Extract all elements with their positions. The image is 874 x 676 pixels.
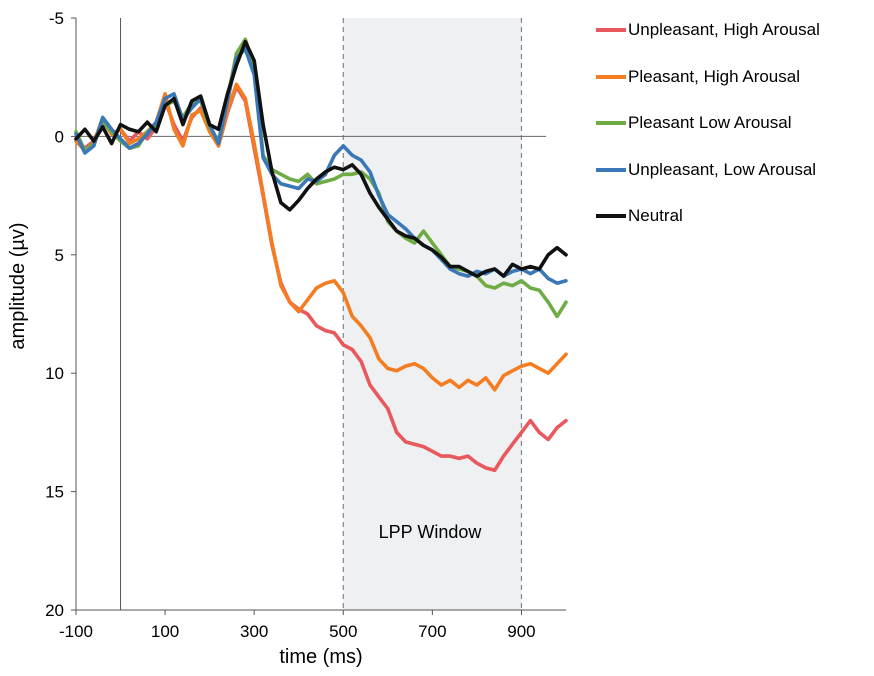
y-axis-title: amplitude (µv) [7, 222, 29, 349]
y-tick-label: 10 [45, 364, 64, 383]
x-tick-label: 700 [418, 622, 446, 641]
series-layer [74, 37, 568, 473]
y-tick-label: 15 [45, 483, 64, 502]
lpp-window-label: LPP Window [379, 522, 483, 542]
legend-item-unpleasant-low-arousal: Unpleasant, Low Arousal [596, 158, 820, 182]
series-line-neutral [74, 39, 568, 278]
legend-swatch [596, 121, 626, 125]
legend: Unpleasant, High Arousal Pleasant, High … [596, 18, 820, 251]
y-tick-label: 20 [45, 601, 64, 620]
lpp-window-layer [342, 18, 523, 610]
tick-labels-layer: -5 0 5 10 15 20 -100 100 300 500 700 900 [45, 9, 536, 641]
legend-label: Neutral [628, 206, 683, 225]
x-tick-label: -100 [59, 622, 93, 641]
y-tick-label: 0 [55, 127, 64, 146]
y-tick-label: -5 [49, 9, 64, 28]
legend-item-neutral: Neutral [596, 204, 820, 228]
legend-label: Pleasant, High Arousal [628, 66, 800, 86]
legend-swatch [596, 167, 626, 172]
legend-swatch [596, 214, 626, 218]
x-tick-label: 500 [329, 622, 357, 641]
lpp-window-shade [343, 18, 522, 610]
x-tick-label: 900 [507, 622, 535, 641]
x-tick-label: 300 [240, 622, 268, 641]
legend-swatch [596, 74, 626, 79]
legend-item-pleasant-high-arousal: Pleasant, High Arousal [596, 65, 820, 89]
legend-item-pleasant-low-arousal: Pleasant Low Arousal [596, 111, 820, 135]
x-axis-title: time (ms) [279, 646, 362, 668]
axes-layer [71, 17, 566, 615]
legend-swatch [596, 28, 626, 32]
x-tick-label: 100 [151, 622, 179, 641]
legend-item-unpleasant-high-arousal: Unpleasant, High Arousal [596, 18, 820, 42]
legend-label: Pleasant Low Arousal [628, 113, 792, 132]
legend-label: Unpleasant, High Arousal [628, 20, 820, 39]
legend-label: Unpleasant, Low Arousal [628, 159, 817, 179]
y-tick-label: 5 [55, 246, 64, 265]
